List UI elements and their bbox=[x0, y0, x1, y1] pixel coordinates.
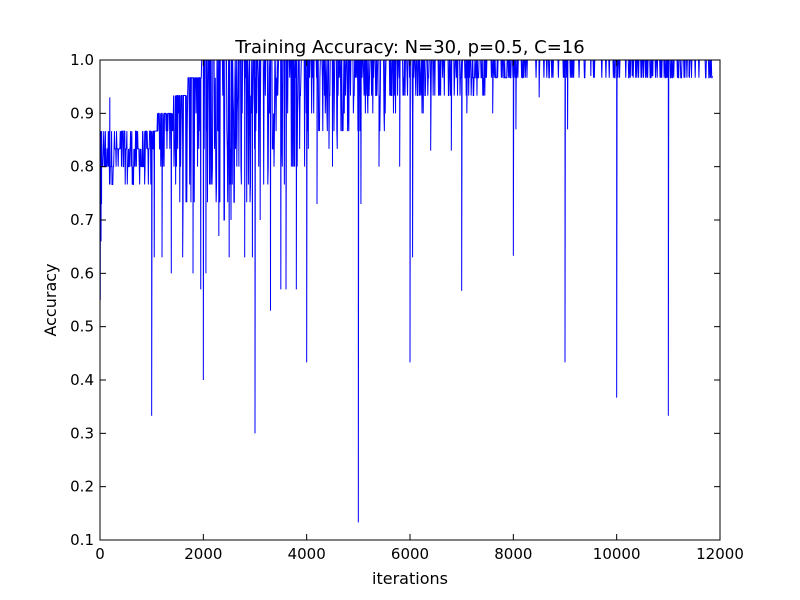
y-tick-label: 0.9 bbox=[70, 104, 94, 122]
y-tick-label: 0.4 bbox=[70, 371, 94, 389]
accuracy-series-line bbox=[100, 60, 713, 523]
x-tick-label: 10000 bbox=[593, 545, 641, 563]
y-axis-label: Accuracy bbox=[41, 263, 60, 336]
y-tick-label: 0.3 bbox=[70, 424, 94, 442]
x-tick-label: 4000 bbox=[288, 545, 326, 563]
x-axis-label: iterations bbox=[372, 569, 448, 588]
x-tick-label: 12000 bbox=[696, 545, 744, 563]
chart-title: Training Accuracy: N=30, p=0.5, C=16 bbox=[234, 37, 584, 58]
y-tick-label: 0.2 bbox=[70, 478, 94, 496]
y-tick-label: 0.5 bbox=[70, 318, 94, 336]
y-tick-label: 0.7 bbox=[70, 211, 94, 229]
x-tick-label: 0 bbox=[95, 545, 105, 563]
y-tick-label: 0.8 bbox=[70, 158, 94, 176]
plot-frame bbox=[99, 59, 721, 541]
y-tick-label: 1.0 bbox=[70, 51, 94, 69]
plot-area bbox=[100, 60, 713, 523]
x-tick-label: 2000 bbox=[184, 545, 222, 563]
x-tick-label: 8000 bbox=[494, 545, 532, 563]
axis-ticks: 0 2000 4000 6000 8000 10000 12000 0.1 0.2 0.3 0.4 0… bbox=[70, 51, 744, 563]
x-tick-label: 6000 bbox=[391, 545, 429, 563]
y-tick-label: 0.1 bbox=[70, 531, 94, 549]
y-tick-label: 0.6 bbox=[70, 264, 94, 282]
